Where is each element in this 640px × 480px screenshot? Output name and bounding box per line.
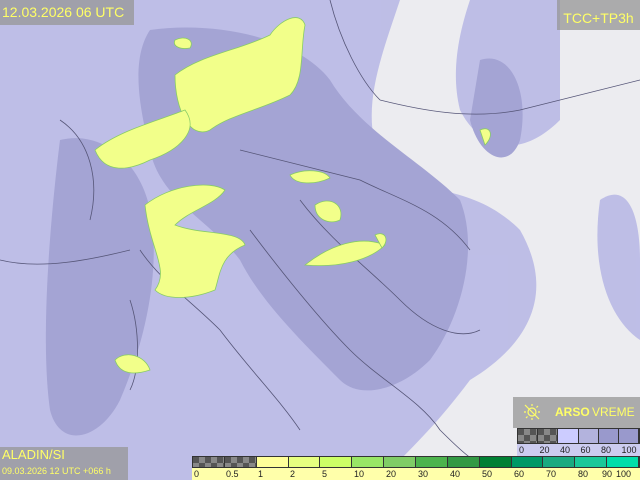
legend-swatch	[578, 429, 599, 443]
legend-label: 90	[602, 469, 613, 479]
precipitation-layer	[94, 17, 491, 374]
legend-label: 40	[560, 445, 571, 455]
legend-label: 100	[621, 445, 637, 455]
arso-branding: ARSO VREME	[513, 397, 640, 428]
legend-label: 70	[546, 469, 557, 479]
legend-label: 100	[616, 469, 632, 479]
legend-label: 5	[322, 469, 328, 479]
model-info: ALADIN/SI 09.03.2026 12 UTC +066 h	[0, 447, 128, 480]
legend-swatch	[352, 457, 385, 467]
legend-label: 0	[194, 469, 200, 479]
legend-label: 2	[290, 469, 296, 479]
legend-label: 20	[539, 445, 550, 455]
vreme-text: VREME	[592, 405, 635, 419]
cloud-legend-swatches	[517, 428, 640, 444]
legend-swatch	[511, 457, 544, 467]
legend-label: 0.5	[226, 469, 239, 479]
precip-legend-swatches	[192, 456, 640, 468]
legend-label: 80	[578, 469, 589, 479]
legend-swatch	[543, 457, 576, 467]
product-label: TCC+TP3h	[557, 0, 640, 30]
arso-text: ARSO	[555, 405, 590, 419]
legend-swatch	[288, 457, 321, 467]
legend-swatch	[538, 429, 559, 443]
valid-time-label: 12.03.2026 06 UTC	[0, 0, 134, 25]
legend-swatch	[384, 457, 417, 467]
cloud-legend-labels: 0 20 40 60 80 100	[517, 444, 640, 456]
legend-label: 0	[519, 445, 525, 455]
legend-label: 80	[601, 445, 612, 455]
legend-swatch	[518, 429, 539, 443]
legend-label: 40	[450, 469, 461, 479]
legend-swatch	[575, 457, 608, 467]
legend-label: 20	[386, 469, 397, 479]
legend-swatch	[447, 457, 480, 467]
model-name: ALADIN/SI	[2, 447, 65, 462]
legend-label: 60	[580, 445, 591, 455]
legend-swatch	[224, 457, 257, 467]
legend-swatch	[320, 457, 353, 467]
legend-swatch	[256, 457, 289, 467]
legend-label: 30	[418, 469, 429, 479]
sun-cloud-icon	[524, 404, 540, 420]
legend-swatch	[558, 429, 579, 443]
legend-swatch	[479, 457, 512, 467]
legend-swatch	[618, 429, 640, 443]
legend-label: 1	[258, 469, 264, 479]
legend-label: 10	[354, 469, 365, 479]
legend-label: 60	[514, 469, 525, 479]
legend-swatch	[416, 457, 448, 467]
legend-label: 50	[482, 469, 493, 479]
legend-swatch	[193, 457, 225, 467]
precip-legend-labels: 0 0.5 1 2 5 10 20 30 40 50 60 70 80 90 100	[192, 468, 640, 480]
legend-swatch	[598, 429, 619, 443]
model-run: 09.03.2026 12 UTC +066 h	[2, 466, 111, 476]
legend-swatch	[607, 457, 640, 467]
